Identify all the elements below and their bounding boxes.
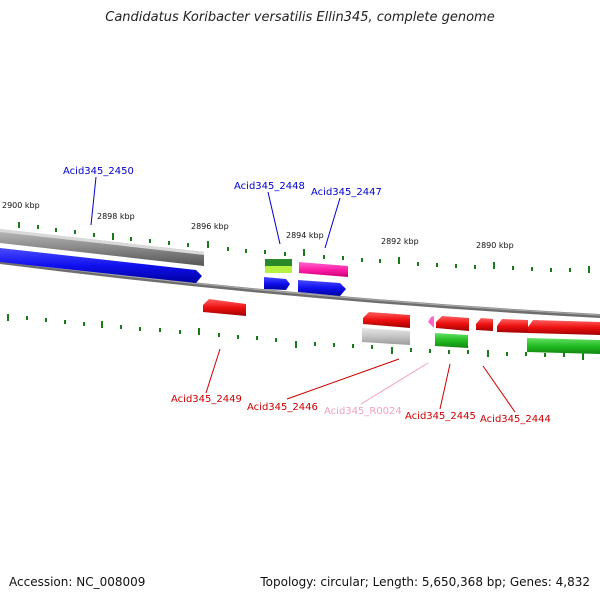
scale-label-2896: 2896 kbp [191, 222, 229, 231]
gene-acid345-2447-magenta[interactable] [299, 262, 348, 277]
gene-acid345-2445[interactable] [436, 316, 469, 331]
gene-label-acid345-2446[interactable]: Acid345_2446 [247, 402, 318, 413]
gray-region-feature[interactable] [0, 229, 204, 266]
label-leaders [90, 176, 516, 413]
gene-label-acid345-r0024[interactable]: Acid345_R0024 [324, 406, 402, 417]
accession-text: Accession: NC_008009 [9, 575, 146, 589]
gene-acid345-2449[interactable] [203, 299, 246, 316]
gene-green-right-edge[interactable] [527, 338, 600, 354]
gene-acid345-2446-gray[interactable] [362, 328, 410, 345]
gene-acid345-2444[interactable] [497, 319, 528, 333]
gene-acid345-2450[interactable] [0, 248, 202, 283]
gene-label-acid345-2445[interactable]: Acid345_2445 [405, 411, 476, 422]
topology-text: Topology: circular; Length: 5,650,368 bp… [260, 575, 590, 589]
gene-acid345-2447[interactable] [298, 280, 346, 296]
gene-red-right-edge[interactable] [528, 320, 600, 335]
bottom-tick-row [7, 314, 584, 360]
scale-label-2894: 2894 kbp [286, 231, 324, 240]
top-tick-row [18, 222, 590, 273]
gene-acid345-r0024[interactable] [428, 316, 434, 328]
gene-label-acid345-2448[interactable]: Acid345_2448 [234, 181, 305, 192]
scale-label-2890: 2890 kbp [476, 241, 514, 250]
scale-label-2892: 2892 kbp [381, 237, 419, 246]
gene-label-acid345-2450[interactable]: Acid345_2450 [63, 166, 134, 177]
scale-label-2900: 2900 kbp [2, 201, 40, 210]
gene-label-acid345-2444[interactable]: Acid345_2444 [480, 414, 551, 425]
genome-backbone-highlight [0, 260, 600, 316]
page-title: Candidatus Koribacter versatilis Ellin34… [105, 10, 495, 25]
gene-acid345-2445-green[interactable] [435, 333, 468, 348]
gene-label-acid345-2447[interactable]: Acid345_2447 [311, 187, 382, 198]
gene-acid345-2446[interactable] [363, 312, 410, 328]
gene-acid345-2448[interactable] [264, 277, 290, 290]
gene-acid345-2444-small[interactable] [476, 318, 493, 331]
genome-backbone [0, 260, 600, 318]
gene-acid345-2448-green[interactable] [265, 259, 292, 273]
gene-label-acid345-2449[interactable]: Acid345_2449 [171, 394, 242, 405]
scale-label-2898: 2898 kbp [97, 212, 135, 221]
